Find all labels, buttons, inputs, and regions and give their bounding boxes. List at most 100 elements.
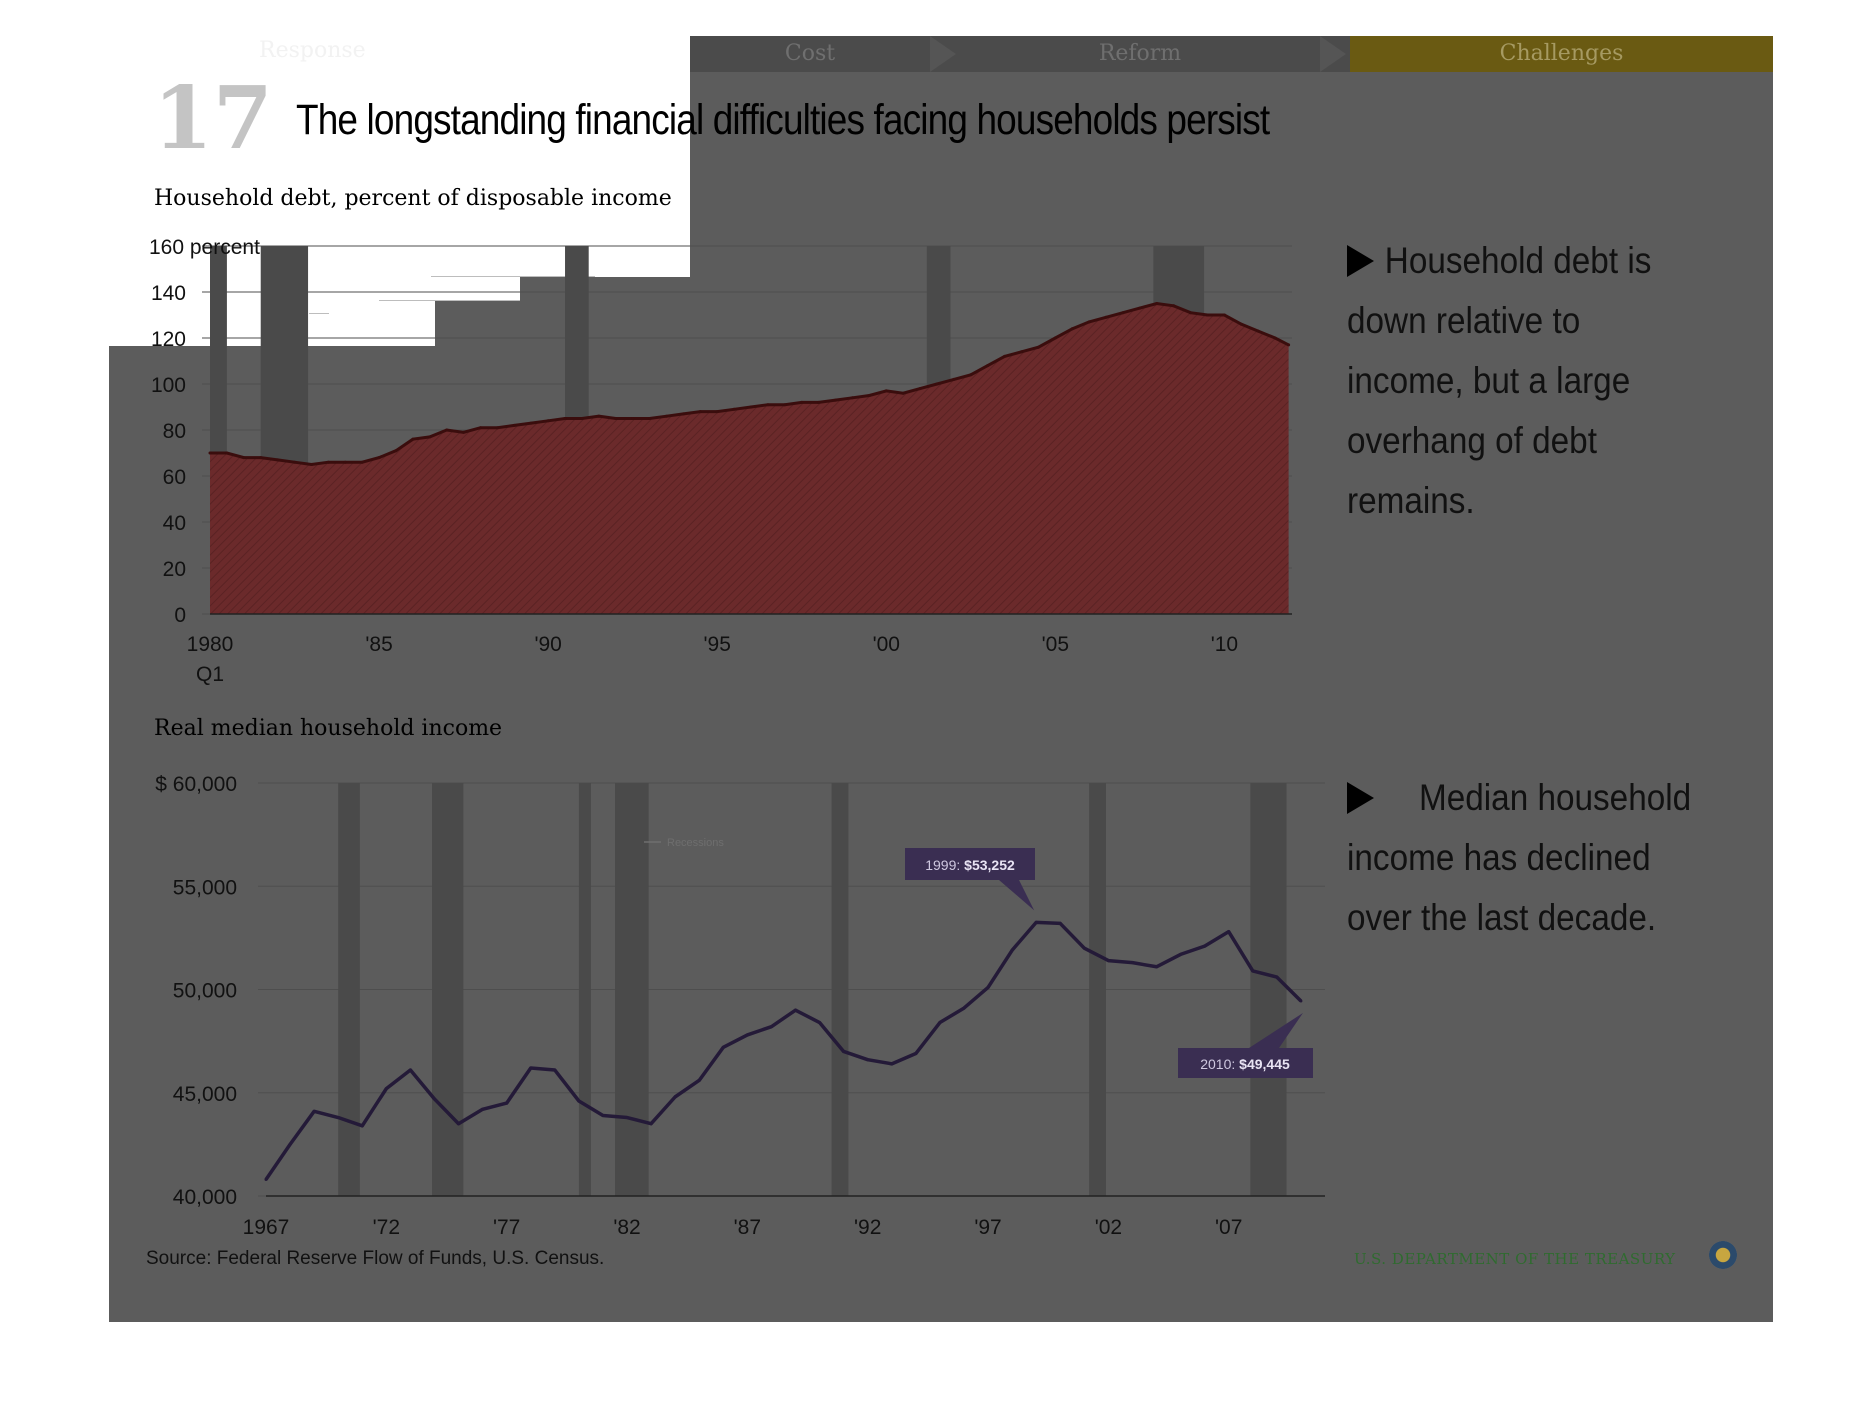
y-tick-label: 100	[151, 374, 186, 397]
recession-band	[831, 783, 849, 1196]
tab-challenges[interactable]: Challenges	[1350, 36, 1773, 72]
recession-band	[432, 783, 464, 1196]
debt-point	[1003, 354, 1007, 358]
debt-point	[428, 435, 432, 439]
slide-number: 17	[153, 68, 273, 169]
x-tick-label: '77	[493, 1216, 520, 1239]
debt-point	[242, 456, 246, 460]
recession-band	[614, 783, 649, 1196]
page-title: The longstanding financial difficulties …	[296, 96, 1270, 144]
debt-point	[850, 396, 854, 400]
income-point	[1106, 959, 1110, 963]
tab-response[interactable]: Response	[259, 38, 366, 63]
debt-point	[1121, 311, 1125, 315]
debt-point	[479, 426, 482, 430]
debt-point	[817, 400, 821, 404]
income-point	[360, 1124, 364, 1128]
income-point	[432, 1097, 436, 1101]
x-tick-label: '00	[873, 633, 900, 656]
divider	[309, 313, 329, 314]
debt-point	[546, 419, 550, 423]
debt-point	[952, 377, 956, 381]
income-point	[384, 1087, 388, 1091]
debt-point	[698, 410, 702, 414]
debt-point	[377, 456, 381, 460]
callout-1999: 1999: $53,252	[905, 848, 1035, 911]
debt-point	[969, 373, 973, 377]
debt-point	[225, 451, 229, 455]
y-tick-label: 120	[151, 328, 186, 351]
callout-label: 2010: $49,445	[1200, 1056, 1290, 1072]
debt-point	[343, 460, 347, 464]
debt-point	[1256, 329, 1260, 333]
income-point	[625, 1116, 629, 1120]
debt-point	[884, 389, 888, 393]
bullet-debt: Household debt is down relative to incom…	[1347, 231, 1698, 531]
income-point	[1082, 946, 1086, 950]
debt-point	[800, 400, 804, 404]
x-tick-label: '02	[1095, 1216, 1122, 1239]
debt-point	[715, 410, 719, 414]
income-line	[264, 920, 1303, 1181]
debt-point	[986, 364, 990, 368]
income-point	[1251, 969, 1255, 973]
income-point	[962, 1006, 966, 1010]
income-point	[1227, 930, 1231, 934]
y-tick-label: 0	[174, 604, 186, 627]
x-tick-label: '82	[613, 1216, 640, 1239]
x-tick-label: '72	[373, 1216, 400, 1239]
income-point	[288, 1142, 292, 1146]
income-point	[457, 1122, 461, 1126]
debt-point	[597, 414, 601, 418]
income-point	[890, 1062, 894, 1066]
income-point	[697, 1078, 701, 1082]
debt-point	[935, 382, 939, 386]
x-tick-label: '87	[734, 1216, 761, 1239]
debt-chart: 0 20 40 60 80 100 120 140 160 percent 1980 Q1 '85 '9…	[149, 236, 1292, 686]
income-point	[745, 1033, 749, 1037]
y-tick-label: 160 percent	[149, 236, 260, 259]
callout-box	[905, 848, 1035, 911]
x-tick-label: 1967	[243, 1216, 290, 1239]
section-nav: Cost Reform Challenges	[690, 36, 1773, 72]
x-tick-label: '92	[854, 1216, 881, 1239]
source-note: Source: Federal Reserve Flow of Funds, U…	[146, 1248, 605, 1269]
income-point	[529, 1066, 533, 1070]
debt-point	[732, 407, 736, 411]
debt-point	[563, 417, 567, 420]
income-point	[1299, 999, 1303, 1003]
agency-name: U.S. DEPARTMENT OF THE TREASURY	[1354, 1250, 1676, 1268]
y-tick-label: 50,000	[173, 980, 237, 1003]
debt-point	[1053, 336, 1057, 340]
recession-band	[1250, 783, 1287, 1196]
bullet-income: Median household income has declined ove…	[1347, 768, 1698, 948]
income-point	[1010, 948, 1014, 952]
x-tick-label: '05	[1042, 633, 1069, 656]
income-point	[408, 1068, 412, 1072]
income-point	[818, 1021, 822, 1025]
debt-point	[259, 456, 263, 460]
chevron-right-icon	[1320, 36, 1346, 72]
debt-chart-title: Household debt, percent of disposable in…	[154, 186, 672, 211]
x-tick-label: '97	[974, 1216, 1001, 1239]
x-tick-sublabel: Q1	[196, 663, 224, 686]
debt-point	[394, 449, 398, 453]
tab-cost[interactable]: Cost	[784, 41, 836, 66]
debt-point	[901, 391, 905, 395]
tab-reform[interactable]: Reform	[1098, 41, 1182, 66]
income-point	[336, 1116, 340, 1120]
x-tick-label: 1980	[187, 633, 234, 656]
y-tick-label: 55,000	[173, 876, 237, 899]
debt-point	[529, 421, 533, 425]
debt-point	[1070, 327, 1074, 331]
chevron-right-icon	[930, 36, 956, 72]
slide: Cost Reform Challenges Response 17 The l…	[109, 36, 1773, 1322]
income-point	[1130, 961, 1134, 965]
debt-point	[1087, 320, 1091, 324]
income-point	[794, 1008, 797, 1012]
debt-point	[411, 437, 415, 441]
debt-point	[867, 394, 871, 397]
debt-point	[631, 417, 635, 420]
debt-point	[495, 426, 499, 430]
income-point	[1034, 920, 1038, 924]
